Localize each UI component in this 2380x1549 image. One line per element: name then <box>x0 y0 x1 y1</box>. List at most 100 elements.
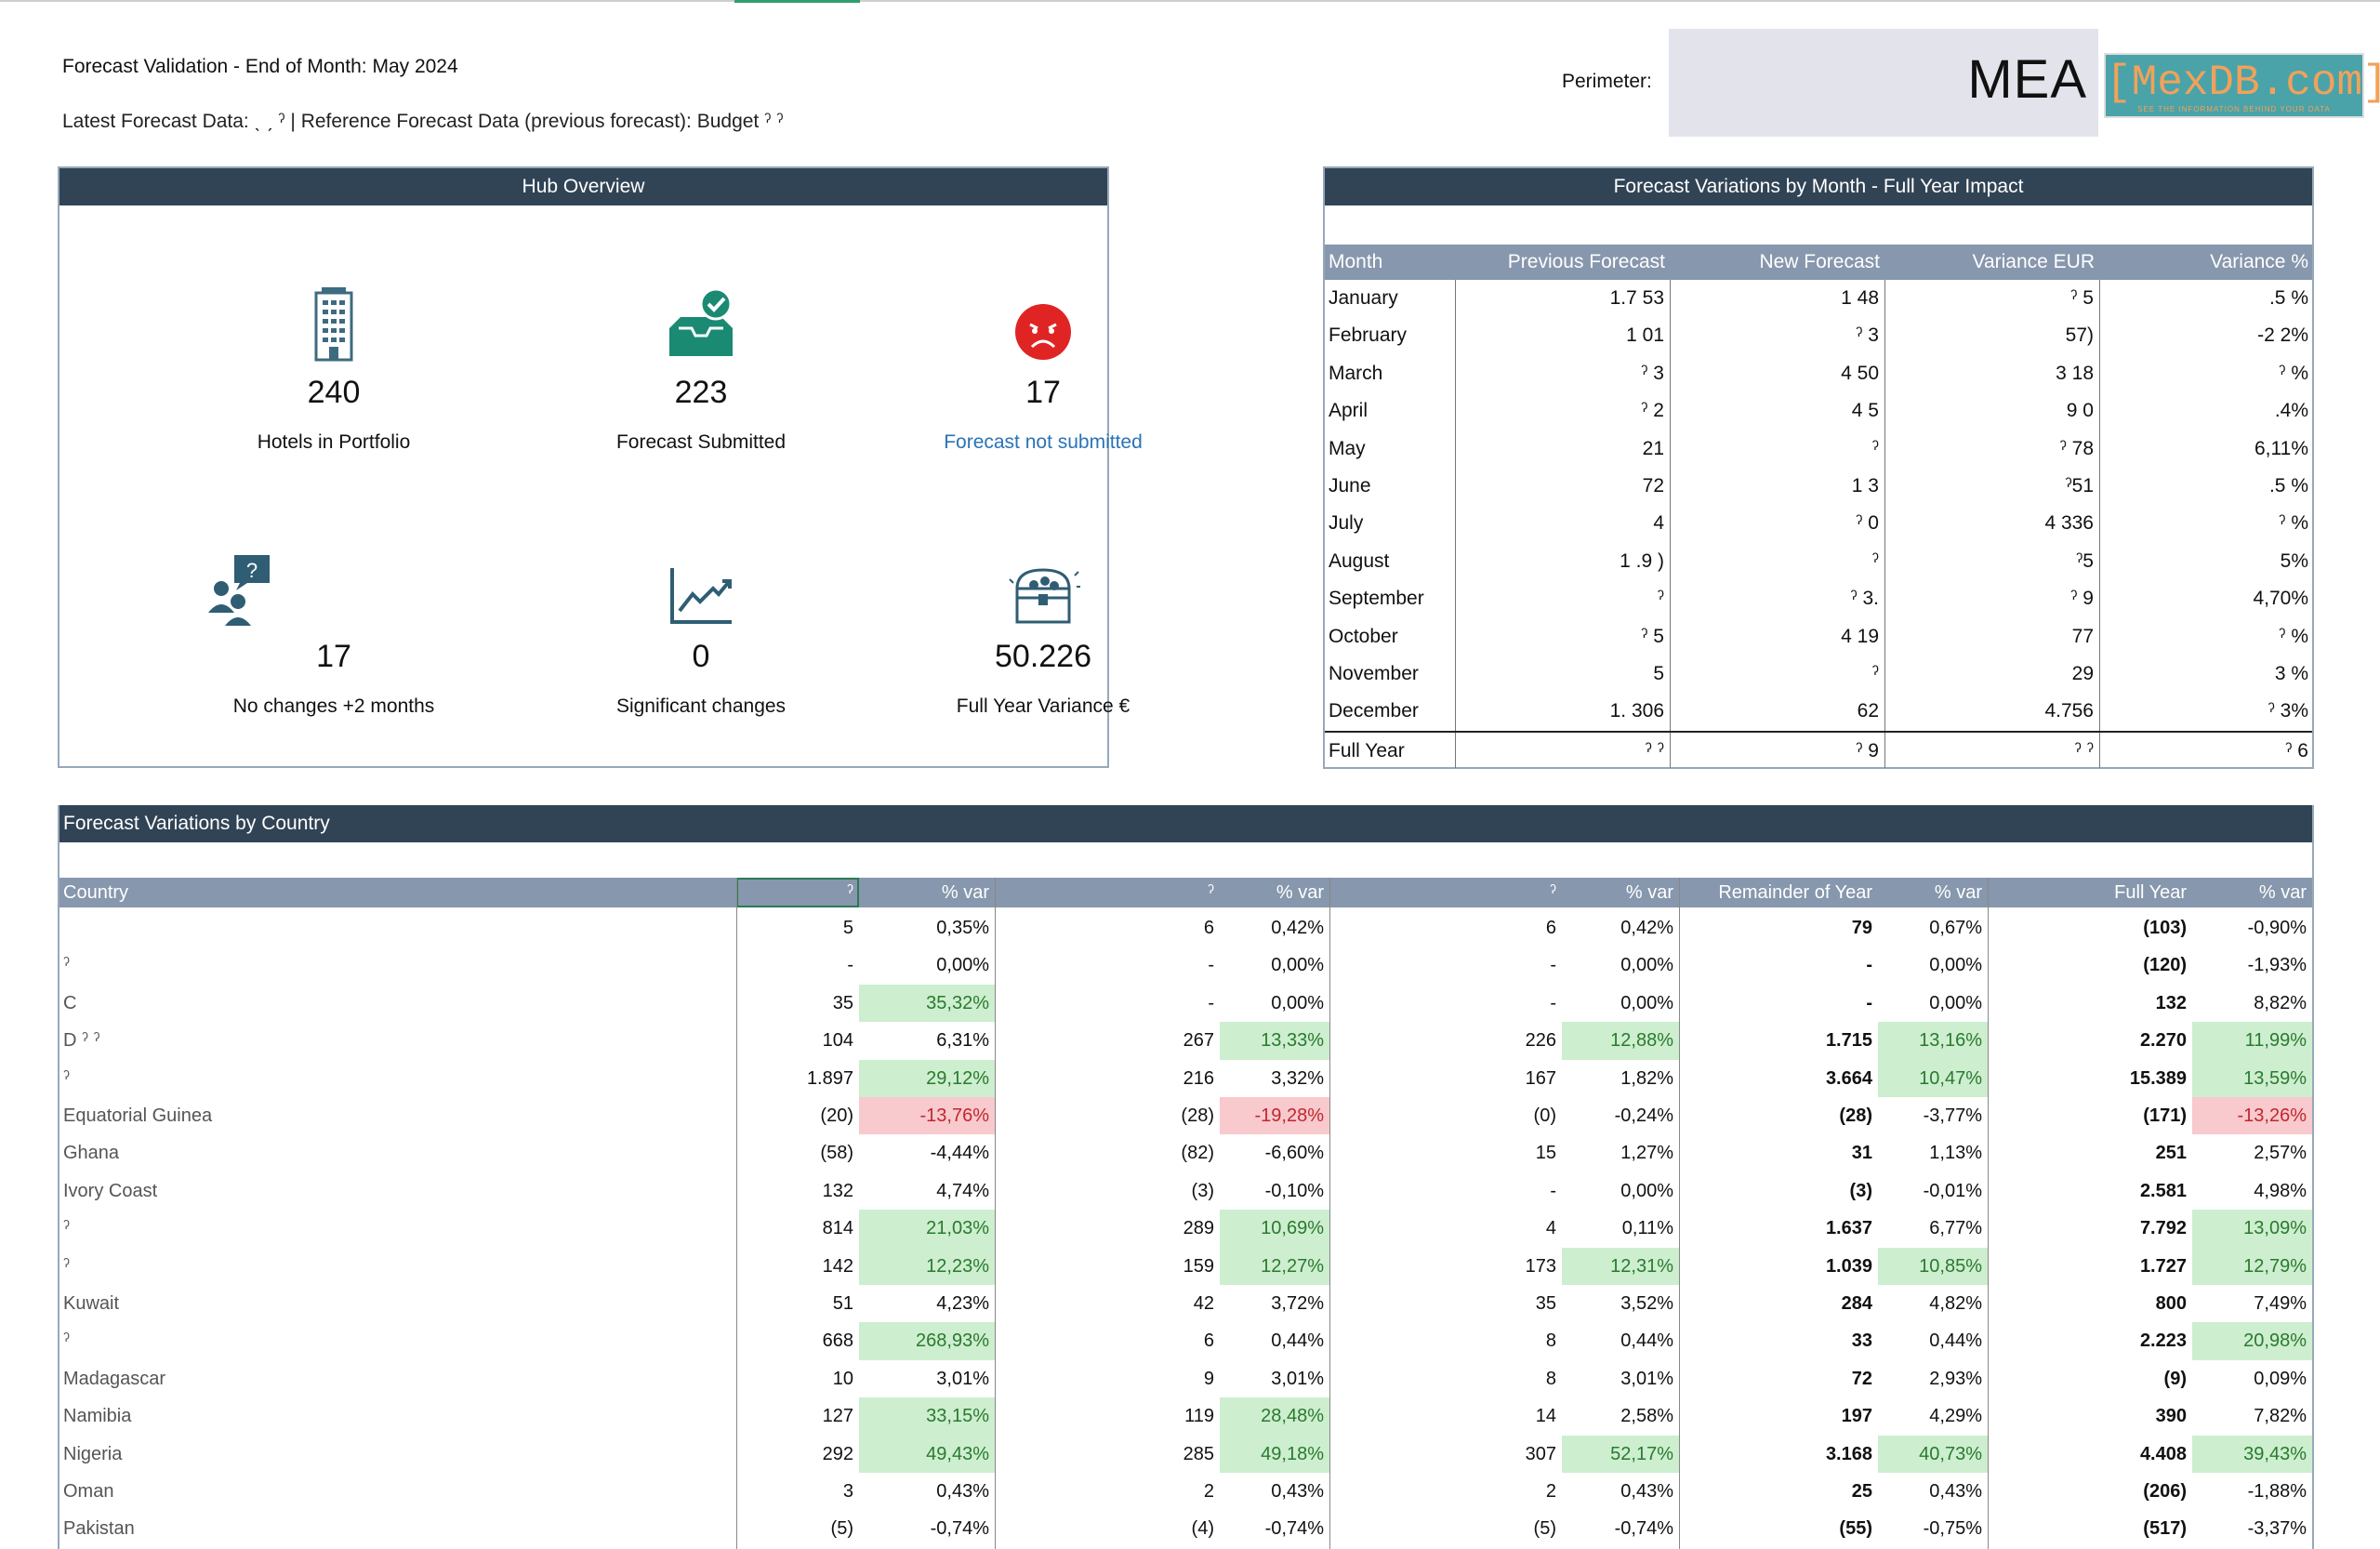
country-name: Nigeria <box>63 1443 123 1464</box>
table-row: Namibia 127 33,15% 119 28,48% 14 2,58% 197 4,29%… <box>60 1397 2312 1436</box>
table-cell: 119 <box>1184 1406 1214 1427</box>
table-cell: 72 <box>1456 467 1671 506</box>
table-cell: ˀ ˀ <box>1885 732 2100 769</box>
country-name: Oman <box>63 1481 114 1502</box>
table-cell: (55) <box>1839 1518 1872 1540</box>
table-cell: (0) <box>1533 1105 1556 1126</box>
table-cell: ˀ 3% <box>2268 700 2308 722</box>
table-cell: 173 <box>1525 1255 1556 1277</box>
table-cell: -13,76% <box>859 1097 995 1135</box>
table-cell: (3) <box>1849 1180 1872 1201</box>
table-cell: 79 <box>1851 918 1872 938</box>
country-name: ˀ <box>63 1067 70 1089</box>
table-cell: 57) <box>1885 317 2100 355</box>
mexdb-logo: [MexDB.com] SEE THE INFORMATION BEHIND Y… <box>2104 53 2380 118</box>
table-cell: 7.792 <box>2139 1218 2187 1239</box>
country-name: Ivory Coast <box>63 1180 158 1201</box>
table-cell: (517) <box>2143 1518 2187 1540</box>
table-cell: August <box>1325 542 1456 581</box>
table-cell: 77 <box>1885 617 2100 655</box>
table-cell: ˀ 3. <box>1671 580 1885 618</box>
table-cell: -3,37% <box>2247 1518 2307 1540</box>
perimeter-selector[interactable] <box>1669 29 2098 137</box>
table-cell: 3,32% <box>1271 1067 1324 1089</box>
col-month-3: ˀ <box>1550 882 1556 903</box>
table-row: ˀ 142 12,23% 159 12,27% 173 12,31% 1.039 10,85% 1… <box>60 1247 2312 1285</box>
table-cell: 0,43% <box>1620 1481 1673 1502</box>
table-row: February 1 01 ˀ 3 57) -2 2% <box>1325 317 2312 355</box>
kpi-not-submitted-link[interactable]: Forecast not submitted <box>944 431 1143 453</box>
table-cell: (9) <box>2163 1368 2187 1389</box>
table-cell: - <box>1550 955 1556 976</box>
table-cell: -2 2% <box>2257 324 2308 347</box>
table-cell: 1 3 <box>1671 467 1885 506</box>
table-row: Oman 3 0,43% 2 0,43% 2 0,43% 25 0,43% (206) -1,88% <box>60 1473 2312 1510</box>
table-cell: 0,43% <box>936 1481 989 1502</box>
table-cell: 1.897 <box>806 1067 853 1089</box>
perimeter-label: Perimeter: <box>1562 71 1652 92</box>
table-cell: 0,44% <box>1620 1331 1673 1352</box>
table-cell: 21,03% <box>859 1210 995 1248</box>
table-cell: 39,43% <box>2192 1435 2312 1473</box>
col-month-1[interactable]: ˀ <box>736 878 859 907</box>
table-cell: ˀ 2 <box>1456 392 1671 430</box>
table-cell: 3.168 <box>1825 1443 1872 1464</box>
table-cell: 28,48% <box>1220 1397 1329 1436</box>
table-cell: June <box>1325 467 1456 506</box>
table-cell: 29 <box>1885 655 2100 694</box>
table-row: Kuwait 51 4,23% 42 3,72% 35 3,52% 284 4,82% 800 7,… <box>60 1285 2312 1322</box>
table-row: Equatorial Guinea (20) -13,76% (28) -19,28% (… <box>60 1097 2312 1135</box>
country-name: ˀ <box>63 1255 70 1277</box>
country-variations-panel: Forecast Variations by Country Country ˀ… <box>58 805 2314 1549</box>
table-cell: 49,18% <box>1220 1435 1329 1473</box>
table-row: January 1.7 53 1 48 ˀ 5 .5 % <box>1325 280 2312 318</box>
table-cell: 4.756 <box>1885 693 2100 731</box>
table-cell: 0,42% <box>1620 918 1673 938</box>
table-cell: ˀ ˀ <box>1456 732 1671 769</box>
perimeter-value[interactable]: MEA <box>1967 49 2087 110</box>
table-cell: (28) <box>1181 1105 1214 1126</box>
table-cell: 6 <box>1203 918 1214 938</box>
table-cell: 0,00% <box>1929 955 1982 976</box>
kpi-significant-label: Significant changes <box>615 695 787 717</box>
table-cell: -19,28% <box>1220 1097 1329 1135</box>
table-cell: -0,90% <box>2247 918 2307 938</box>
table-cell: 284 <box>1841 1293 1872 1314</box>
table-cell: (120) <box>2143 955 2187 976</box>
table-cell: 40,73% <box>1878 1435 1988 1473</box>
table-cell: 6,31% <box>936 1030 989 1052</box>
table-cell: 4 <box>1456 505 1671 543</box>
table-cell: ˀ <box>1671 542 1885 581</box>
table-cell: ˀ51 <box>1885 467 2100 506</box>
table-cell: (20) <box>820 1105 853 1126</box>
table-cell: 2.270 <box>2139 1030 2187 1052</box>
table-cell: 9 <box>1203 1368 1214 1389</box>
table-cell: (171) <box>2143 1105 2187 1126</box>
monthly-variations-title: Forecast Variations by Month - Full Year… <box>1325 168 2312 205</box>
table-cell: ˀ 5 <box>1885 280 2100 318</box>
table-cell: 13,33% <box>1220 1022 1329 1060</box>
table-cell: 20,98% <box>2192 1322 2312 1360</box>
kpi-submitted-label: Forecast Submitted <box>615 431 787 453</box>
kpi-no-changes-label: No changes +2 months <box>232 695 435 717</box>
table-cell: 1.7 53 <box>1456 280 1671 318</box>
table-row: Pakistan (5) -0,74% (4) -0,74% (5) -0,74% (55) -… <box>60 1510 2312 1547</box>
column-divider <box>1988 878 1989 1549</box>
table-cell: (103) <box>2143 918 2187 938</box>
table-cell: 2,57% <box>2254 1143 2307 1164</box>
table-cell: - <box>1550 992 1556 1013</box>
table-cell: ˀ 9 <box>1885 580 2100 618</box>
table-cell: 668 <box>822 1331 853 1352</box>
table-cell: ˀ 6 <box>2285 739 2308 761</box>
table-cell: 4 50 <box>1671 354 1885 393</box>
table-cell: 1.715 <box>1825 1030 1872 1052</box>
page-title: Forecast Validation - End of Month: May … <box>62 56 458 77</box>
table-cell: 7,49% <box>2254 1293 2307 1314</box>
table-cell: 1.039 <box>1825 1255 1872 1277</box>
table-cell: - <box>1550 1180 1556 1201</box>
col-pct-1: % var <box>941 882 989 903</box>
table-cell: 10,69% <box>1220 1210 1329 1248</box>
table-cell: 6 <box>1545 918 1556 938</box>
table-cell: (206) <box>2143 1481 2187 1502</box>
